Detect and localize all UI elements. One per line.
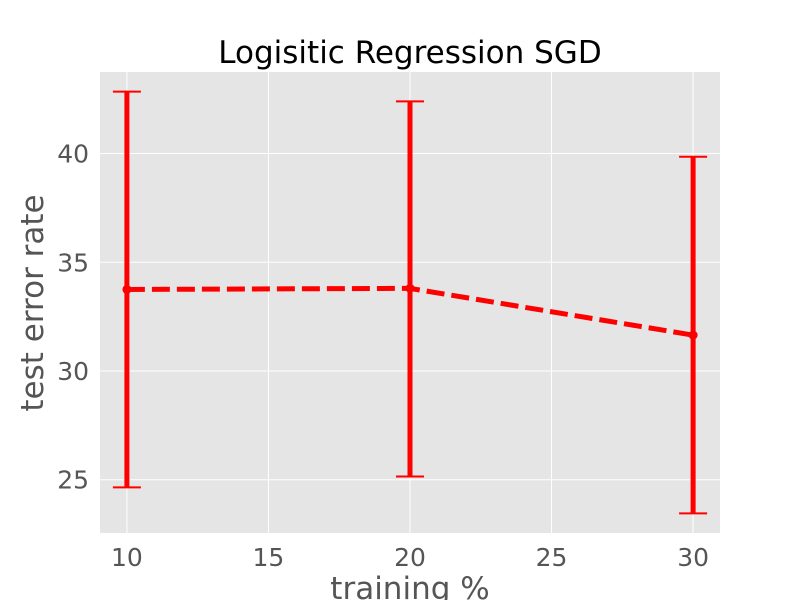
x-axis-label: training %	[330, 571, 489, 600]
x-tick-label: 15	[253, 543, 285, 572]
x-tick-label: 10	[111, 543, 143, 572]
x-tick-label: 30	[677, 543, 709, 572]
x-tick-label: 25	[536, 543, 568, 572]
data-point	[688, 330, 698, 340]
y-axis-label: test error rate	[15, 194, 51, 411]
y-tick-label: 25	[57, 466, 89, 495]
data-point	[405, 283, 415, 293]
tick-labels: 10 15 20 25 30 25 30 35 40	[57, 140, 709, 572]
chart-title: Logisitic Regression SGD	[218, 35, 601, 71]
data-points	[122, 283, 698, 340]
y-tick-label: 40	[57, 140, 89, 169]
x-tick-label: 20	[394, 543, 426, 572]
data-point	[122, 284, 132, 294]
y-tick-label: 35	[57, 248, 89, 277]
y-tick-label: 30	[57, 357, 89, 386]
